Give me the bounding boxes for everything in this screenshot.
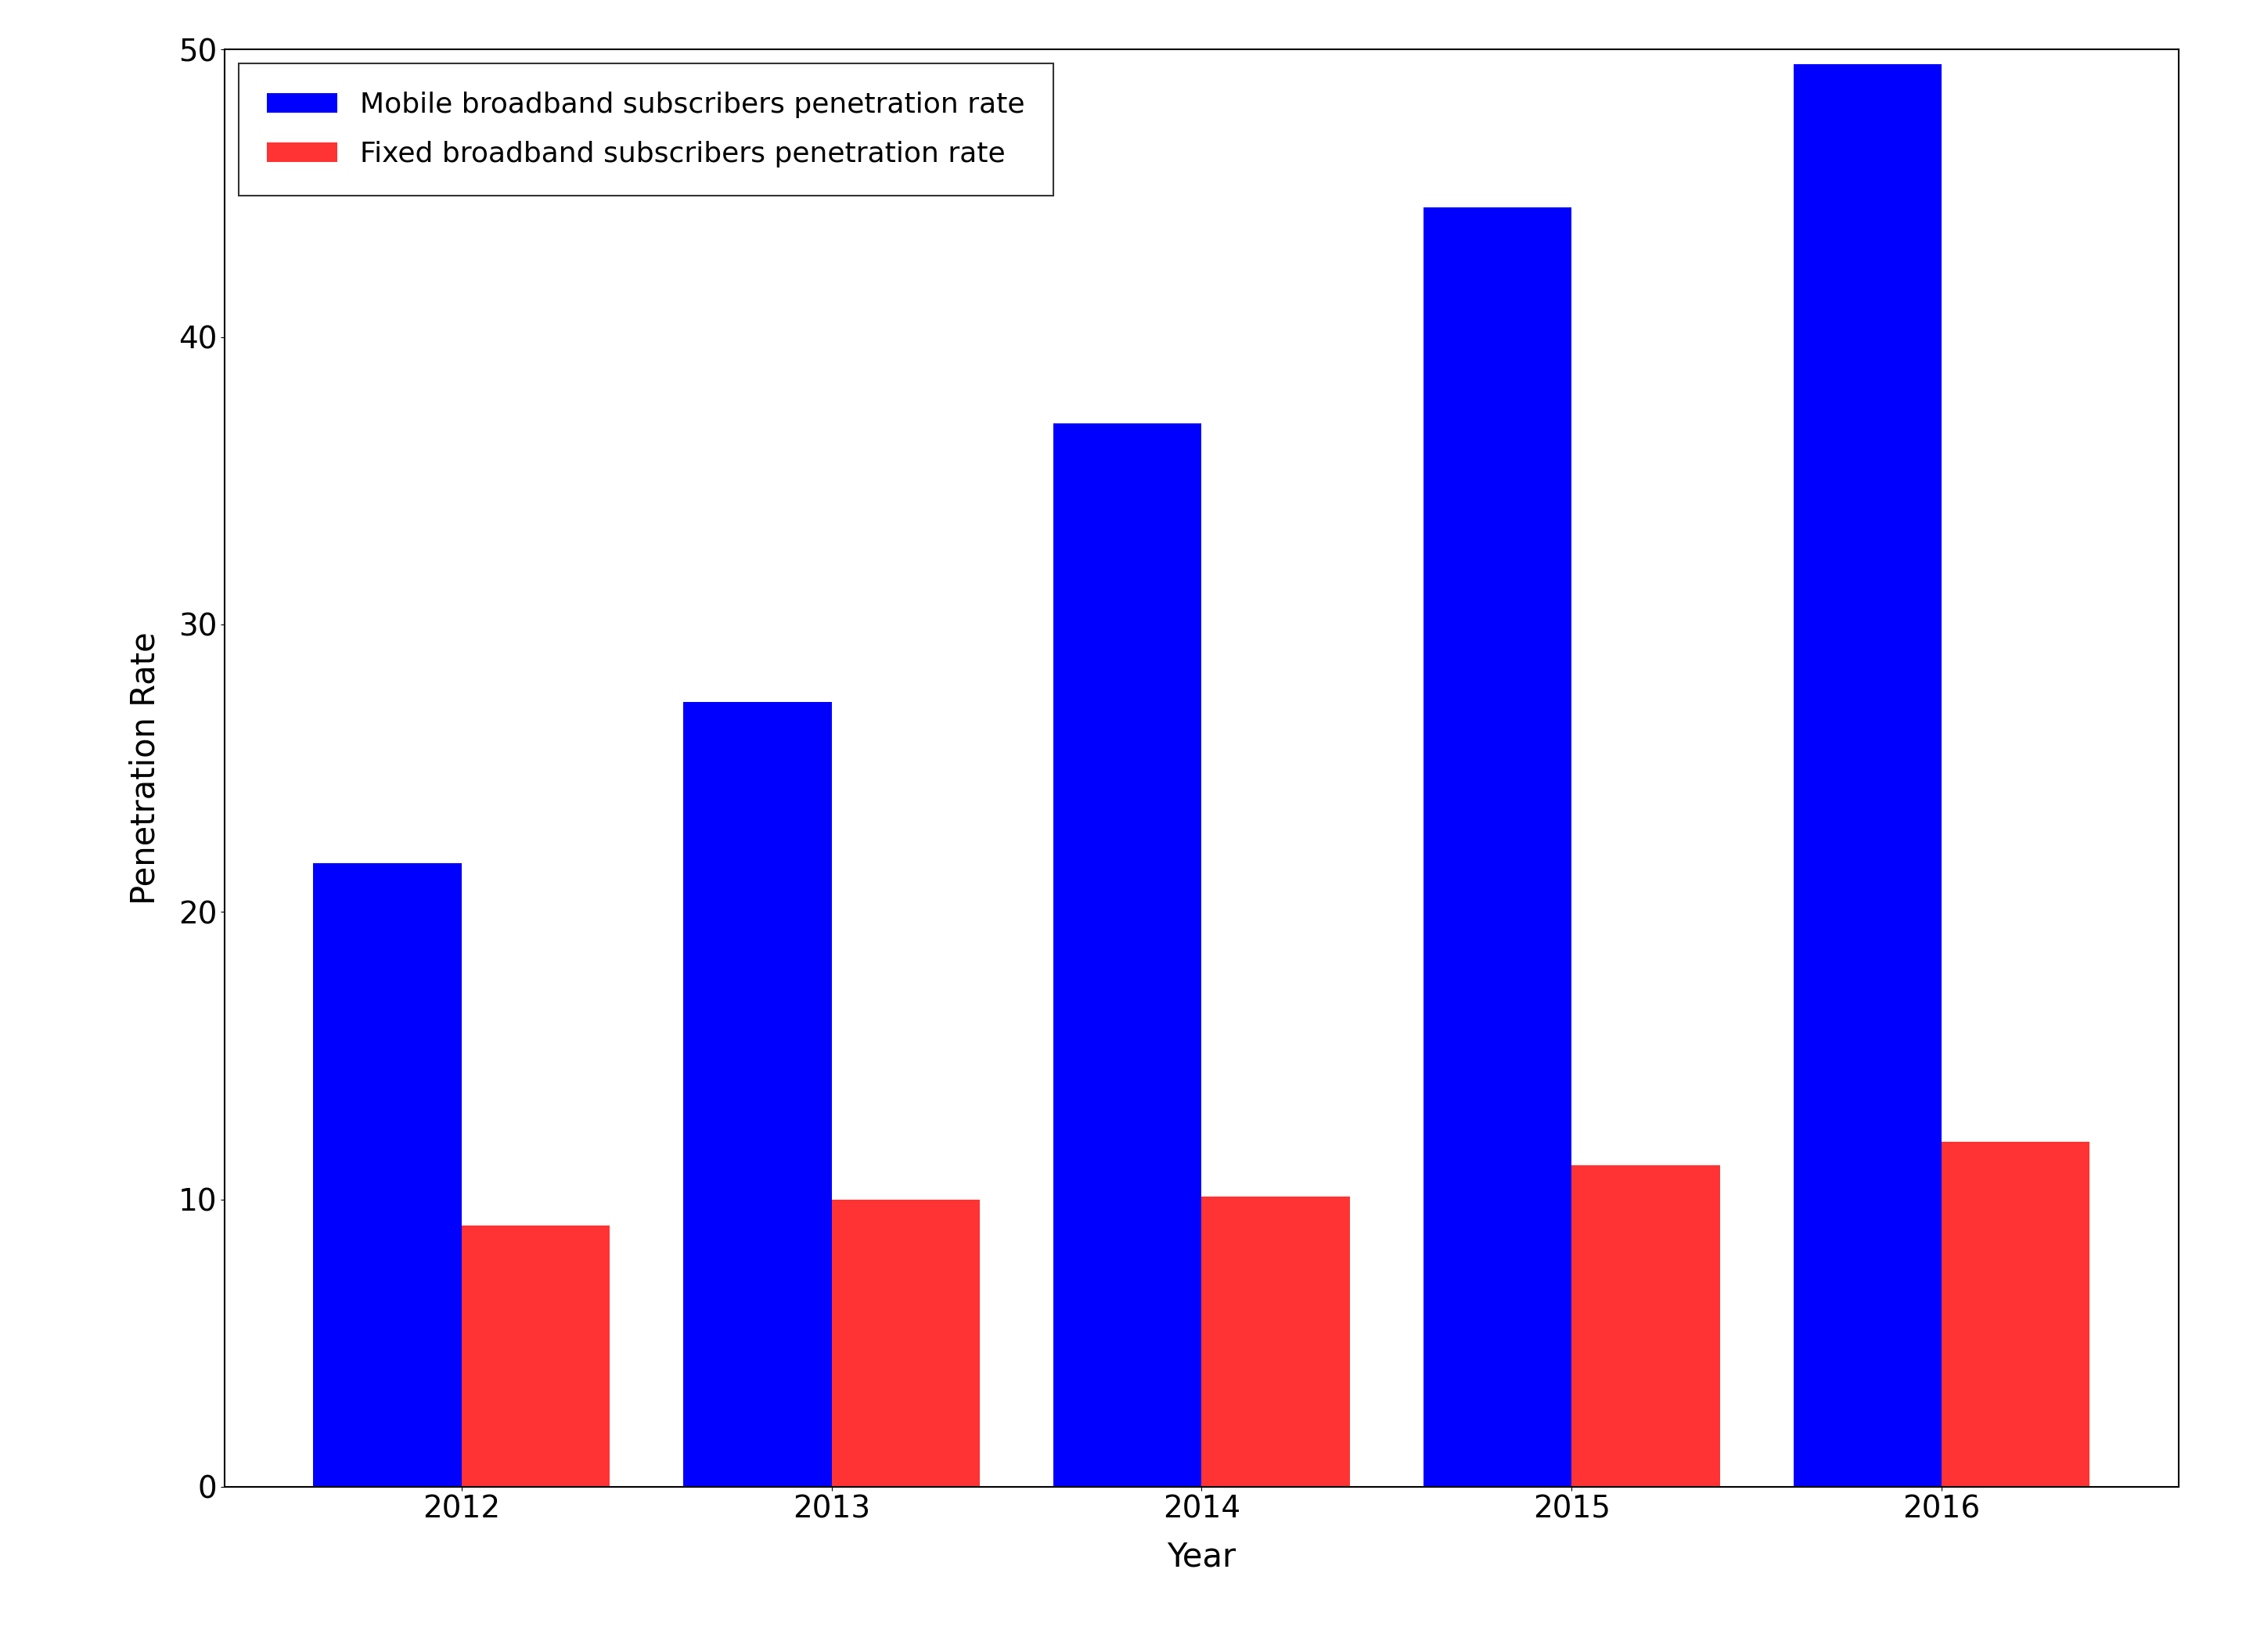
Bar (1202, 1196, 1350, 1487)
Bar (314, 862, 460, 1487)
Bar (1572, 1165, 1720, 1487)
Bar (460, 1226, 609, 1487)
X-axis label: Year: Year (1168, 1540, 1235, 1573)
Bar (1424, 208, 1572, 1487)
Legend: Mobile broadband subscribers penetration rate, Fixed broadband subscribers penet: Mobile broadband subscribers penetration… (238, 64, 1053, 197)
Bar (1943, 1142, 2089, 1487)
Bar (831, 1199, 979, 1487)
Bar (683, 702, 831, 1487)
Bar (1795, 64, 1943, 1487)
Y-axis label: Penetration Rate: Penetration Rate (128, 631, 162, 905)
Bar (1053, 423, 1202, 1487)
